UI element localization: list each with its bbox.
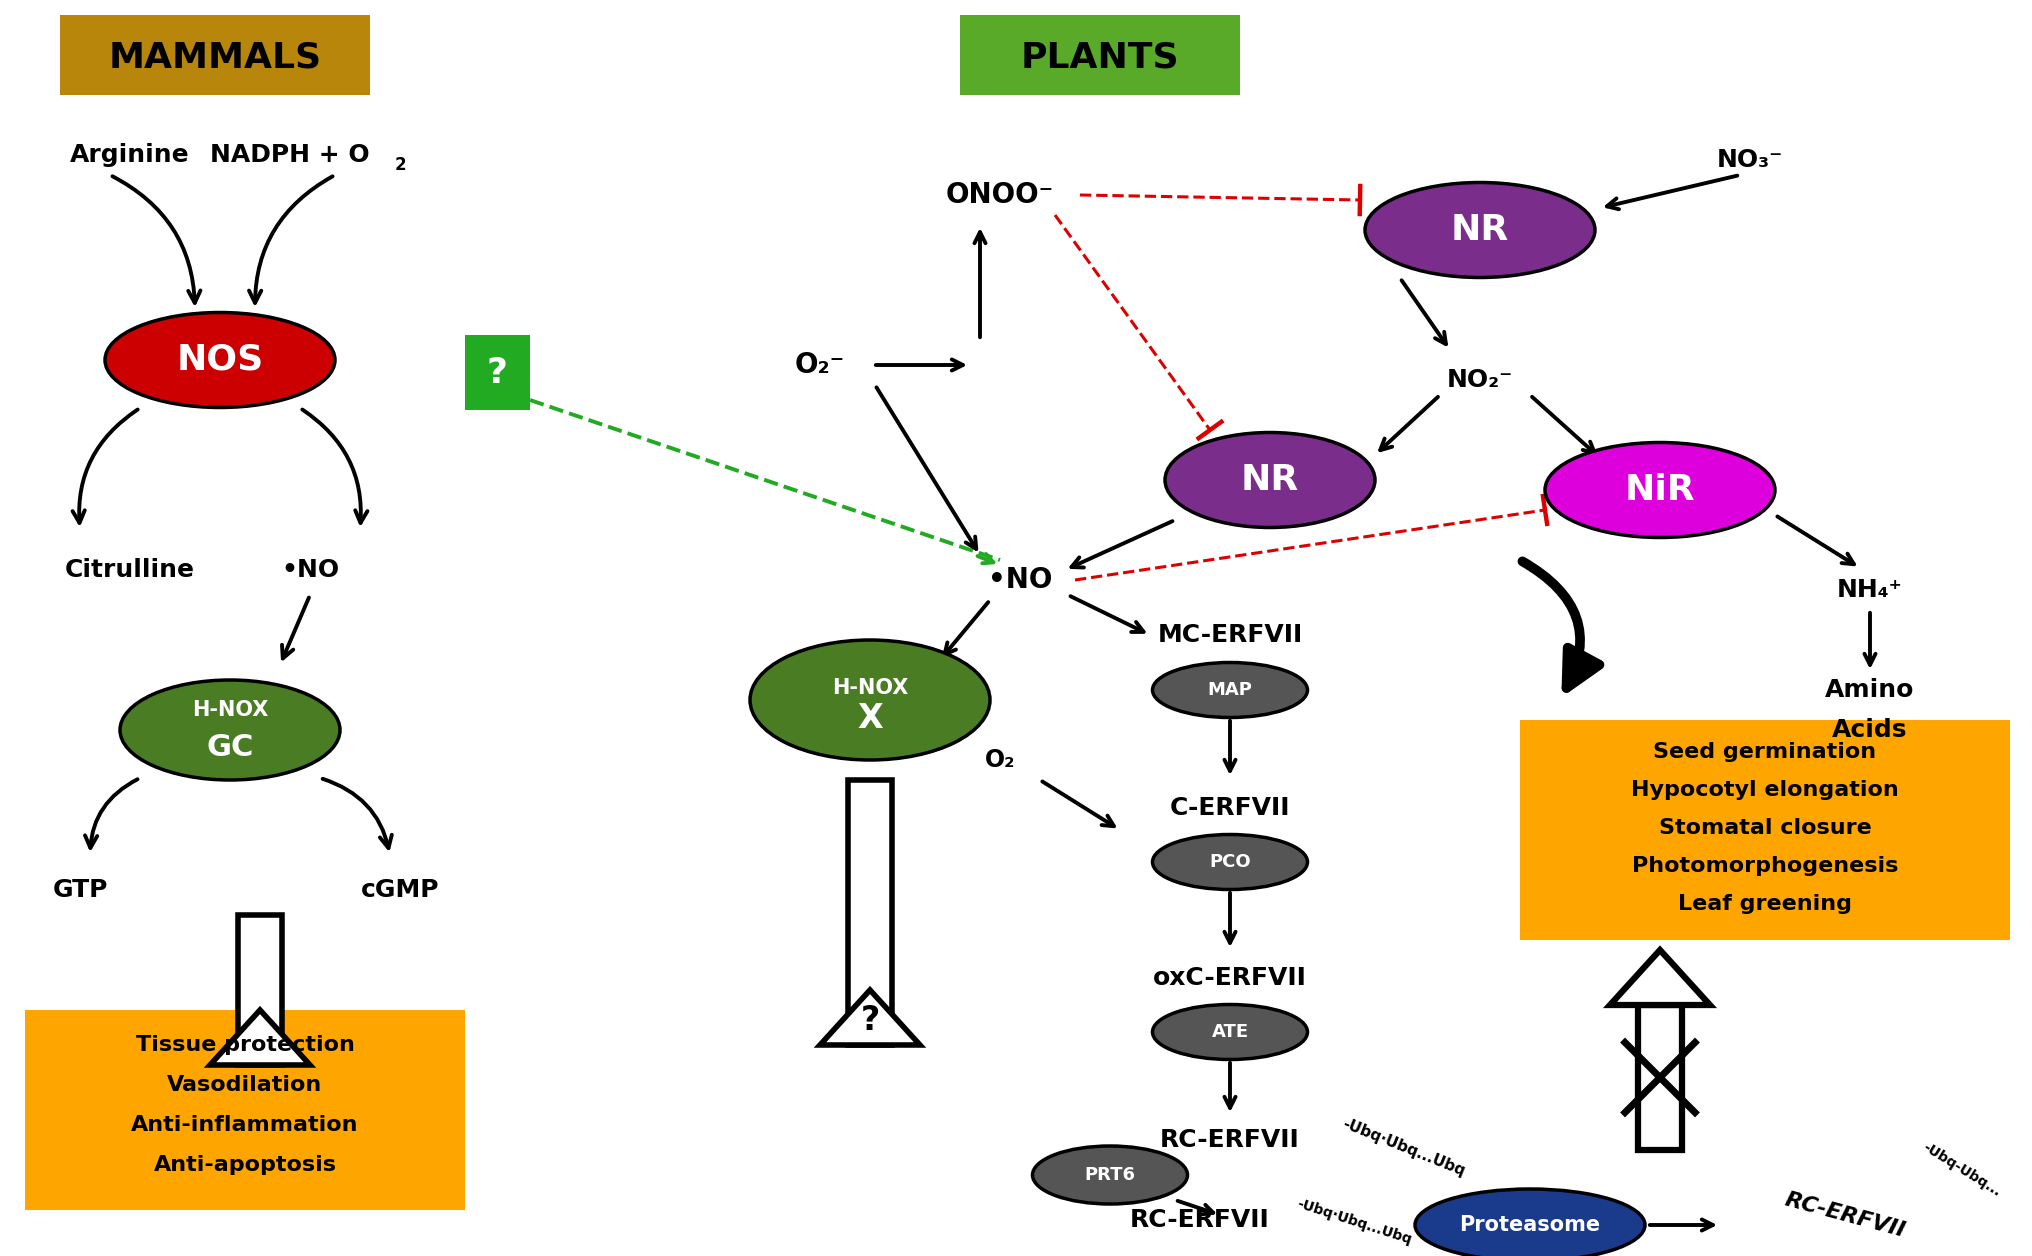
Ellipse shape xyxy=(1366,182,1595,278)
Text: NiR: NiR xyxy=(1626,474,1695,507)
Polygon shape xyxy=(209,1010,311,1065)
Text: Vasodilation: Vasodilation xyxy=(167,1075,323,1095)
FancyArrowPatch shape xyxy=(1522,561,1599,688)
Text: Proteasome: Proteasome xyxy=(1459,1215,1601,1235)
Text: cGMP: cGMP xyxy=(362,878,439,902)
Text: H-NOX: H-NOX xyxy=(191,700,268,720)
Text: H-NOX: H-NOX xyxy=(831,678,908,698)
Ellipse shape xyxy=(120,679,339,780)
Text: Anti-apoptosis: Anti-apoptosis xyxy=(154,1156,337,1176)
Text: Citrulline: Citrulline xyxy=(65,558,195,582)
Text: PLANTS: PLANTS xyxy=(1020,41,1179,75)
Text: -Ubq-Ubq...: -Ubq-Ubq... xyxy=(1920,1140,2004,1199)
Text: NADPH + O: NADPH + O xyxy=(209,143,370,167)
Text: -Ubq·Ubq...Ubq: -Ubq·Ubq...Ubq xyxy=(1294,1197,1412,1247)
Bar xyxy=(238,916,282,1065)
Text: GTP: GTP xyxy=(53,878,108,902)
Text: O₂⁻: O₂⁻ xyxy=(795,350,845,379)
Text: PRT6: PRT6 xyxy=(1085,1166,1136,1184)
Text: NR: NR xyxy=(1242,463,1298,497)
Text: MAP: MAP xyxy=(1207,681,1252,700)
Text: oxC-ERFVII: oxC-ERFVII xyxy=(1152,966,1307,990)
Text: NOS: NOS xyxy=(177,343,264,377)
Polygon shape xyxy=(821,990,920,1045)
Text: Seed germination: Seed germination xyxy=(1654,742,1878,762)
Text: Arginine: Arginine xyxy=(69,143,189,167)
Text: RC-ERFVII: RC-ERFVII xyxy=(1130,1208,1270,1232)
Text: X: X xyxy=(858,702,882,735)
Text: ?: ? xyxy=(860,1004,880,1036)
FancyBboxPatch shape xyxy=(24,1010,465,1210)
Text: MAMMALS: MAMMALS xyxy=(108,41,321,75)
Ellipse shape xyxy=(1164,432,1376,528)
Text: •NO: •NO xyxy=(280,558,339,582)
Text: ATE: ATE xyxy=(1211,1022,1248,1041)
FancyBboxPatch shape xyxy=(61,15,370,95)
Text: O₂: O₂ xyxy=(986,749,1016,772)
Text: •NO: •NO xyxy=(988,566,1053,594)
Text: 2: 2 xyxy=(394,156,406,175)
Text: Amino: Amino xyxy=(1825,678,1914,702)
Ellipse shape xyxy=(1152,662,1307,717)
Text: PCO: PCO xyxy=(1209,853,1252,870)
Text: NH₄⁺: NH₄⁺ xyxy=(1837,578,1902,602)
Text: Leaf greening: Leaf greening xyxy=(1678,894,1851,914)
Text: NO₂⁻: NO₂⁻ xyxy=(1447,368,1514,392)
Text: Anti-inflammation: Anti-inflammation xyxy=(132,1115,360,1135)
Text: GC: GC xyxy=(207,734,254,762)
Ellipse shape xyxy=(1032,1145,1187,1205)
Text: NO₃⁻: NO₃⁻ xyxy=(1717,148,1784,172)
Ellipse shape xyxy=(106,313,335,407)
Text: Acids: Acids xyxy=(1833,718,1908,742)
FancyBboxPatch shape xyxy=(959,15,1240,95)
Ellipse shape xyxy=(1544,442,1776,538)
FancyBboxPatch shape xyxy=(465,335,530,409)
Text: Tissue protection: Tissue protection xyxy=(136,1035,354,1055)
Text: Photomorphogenesis: Photomorphogenesis xyxy=(1632,857,1898,875)
Text: Stomatal closure: Stomatal closure xyxy=(1658,818,1871,838)
Text: NR: NR xyxy=(1451,214,1510,247)
Text: C-ERFVII: C-ERFVII xyxy=(1170,796,1290,820)
Text: ONOO⁻: ONOO⁻ xyxy=(945,181,1055,208)
Text: ?: ? xyxy=(486,355,508,391)
Ellipse shape xyxy=(1414,1189,1646,1256)
Text: MC-ERFVII: MC-ERFVII xyxy=(1158,623,1303,647)
Text: RC-ERFVII: RC-ERFVII xyxy=(1782,1189,1908,1241)
Ellipse shape xyxy=(1152,1005,1307,1060)
Polygon shape xyxy=(1609,950,1711,1005)
Text: Hypocotyl elongation: Hypocotyl elongation xyxy=(1632,780,1898,800)
Text: -Ubq·Ubq...Ubq: -Ubq·Ubq...Ubq xyxy=(1339,1117,1467,1179)
Ellipse shape xyxy=(750,641,990,760)
Bar xyxy=(1638,1005,1682,1150)
Ellipse shape xyxy=(1152,834,1307,889)
Bar xyxy=(847,780,892,1045)
FancyBboxPatch shape xyxy=(1520,720,2010,939)
Text: RC-ERFVII: RC-ERFVII xyxy=(1160,1128,1300,1152)
